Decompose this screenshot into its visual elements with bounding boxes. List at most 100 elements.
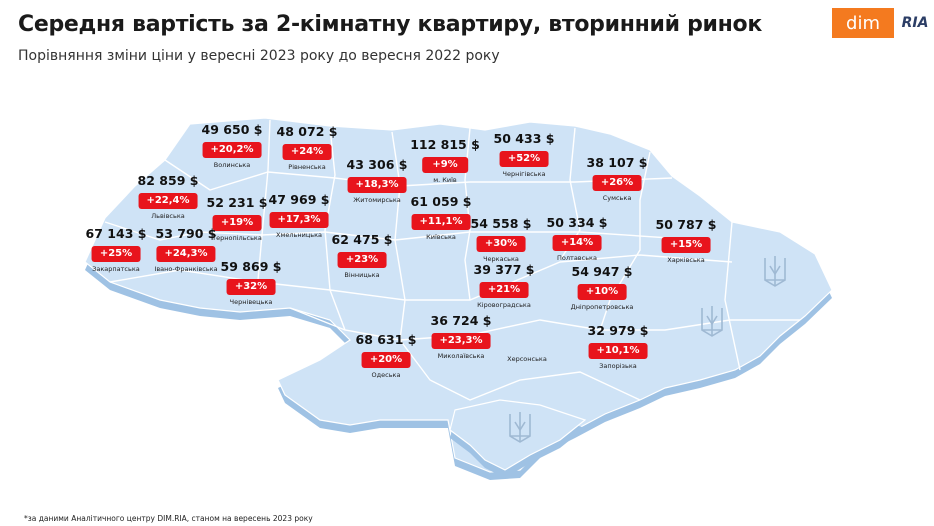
region-price: 50 787 $ <box>655 217 717 232</box>
region-name: Запорізька <box>599 362 637 370</box>
region-poltavska: 50 334 $ +14% Полтавська <box>547 215 608 262</box>
region-lvivska: 82 859 $ +22,4% Львівська <box>138 173 199 220</box>
region-price: 50 433 $ <box>493 131 555 146</box>
region-change-badge: +20% <box>361 352 411 368</box>
region-change-badge: +30% <box>476 236 526 252</box>
region-price: 43 306 $ <box>346 157 408 172</box>
region-name: Кіровоградська <box>477 301 531 309</box>
region-mykolaivska: 36 724 $ +23,3% Миколаївська <box>431 313 492 360</box>
chart-subtitle: Порівняння зміни ціни у вересні 2023 рок… <box>18 48 500 64</box>
region-rivnenska: 48 072 $ +24% Рівненська <box>277 124 338 171</box>
region-name: Вінницька <box>344 271 380 279</box>
region-name: Львівська <box>151 212 185 220</box>
region-change-badge: +15% <box>661 237 711 253</box>
region-name: Житомирська <box>353 196 401 204</box>
region-vinnytska: 62 475 $ +23% Вінницька <box>332 232 393 279</box>
region-name: м. Київ <box>433 176 457 184</box>
region-change-badge: +25% <box>91 246 141 262</box>
region-odeska: 68 631 $ +20% Одеська <box>356 332 417 379</box>
region-dnipropetrovska: 54 947 $ +10% Дніпропетровська <box>571 264 634 311</box>
trident-icon-crimea <box>509 412 531 443</box>
region-name: Одеська <box>371 371 401 379</box>
trident-icon-luhansk <box>764 256 786 287</box>
region-change-badge: +18,3% <box>347 177 407 193</box>
region-price: 68 631 $ <box>355 332 417 347</box>
logo-dim-text: dim <box>832 8 894 38</box>
region-zaporizka: 32 979 $ +10,1% Запорізька <box>588 323 649 370</box>
region-change-badge: +32% <box>226 279 276 295</box>
logo-ria-text: RIA <box>894 8 934 38</box>
region-price: 32 979 $ <box>587 323 649 338</box>
region-name: Тернопільська <box>212 234 262 242</box>
region-price: 59 869 $ <box>220 259 282 274</box>
region-name: Миколаївська <box>437 352 485 360</box>
region-kyiv-city: 112 815 $ +9% м. Київ <box>410 137 480 184</box>
region-price: 61 059 $ <box>410 194 472 209</box>
region-change-badge: +23,3% <box>431 333 491 349</box>
region-name: Дніпропетровська <box>570 303 634 311</box>
region-cherkaska: 54 558 $ +30% Черкаська <box>471 216 532 263</box>
region-name: Київська <box>426 233 456 241</box>
region-name: Рівненська <box>288 163 326 171</box>
region-name: Херсонська <box>507 355 547 363</box>
region-name: Полтавська <box>557 254 597 262</box>
region-price: 53 790 $ <box>155 226 217 241</box>
region-price: 38 107 $ <box>586 155 648 170</box>
region-kyivska: 61 059 $ +11,1% Київська <box>411 194 472 241</box>
region-khersonska: Херсонська <box>507 352 547 363</box>
region-chernivetska: 59 869 $ +32% Чернівецька <box>221 259 282 306</box>
region-change-badge: +26% <box>592 175 642 191</box>
region-change-badge: +17,3% <box>269 212 329 228</box>
region-price: 48 072 $ <box>276 124 338 139</box>
region-khmelnytska: 47 969 $ +17,3% Хмельницька <box>269 192 330 239</box>
region-name: Хмельницька <box>276 231 322 239</box>
region-name: Черкаська <box>483 255 519 263</box>
region-ternopilska: 52 231 $ +19% Тернопільська <box>207 195 268 242</box>
region-price: 50 334 $ <box>546 215 608 230</box>
region-name: Волинська <box>213 161 251 169</box>
region-change-badge: +19% <box>212 215 262 231</box>
region-name: Чернігівська <box>502 170 546 178</box>
region-change-badge: +10,1% <box>588 343 648 359</box>
region-price: 52 231 $ <box>206 195 268 210</box>
region-price: 67 143 $ <box>85 226 147 241</box>
region-change-badge: +20,2% <box>202 142 262 158</box>
region-price: 82 859 $ <box>137 173 199 188</box>
region-volynska: 49 650 $ +20,2% Волинська <box>202 122 263 169</box>
region-change-badge: +11,1% <box>411 214 471 230</box>
trident-icon-donetsk <box>701 306 723 337</box>
region-change-badge: +21% <box>479 282 529 298</box>
region-zakarpatska: 67 143 $ +25% Закарпатська <box>86 226 147 273</box>
crimea <box>449 399 587 478</box>
region-zhytomyrska: 43 306 $ +18,3% Житомирська <box>347 157 408 204</box>
region-change-badge: +23% <box>337 252 387 268</box>
region-name: Івано-Франківська <box>154 265 218 273</box>
region-ivano-frankivska: 53 790 $ +24,3% Івано-Франківська <box>154 226 217 273</box>
region-price: 36 724 $ <box>430 313 492 328</box>
footnote: *за даними Аналітичного центру DIM.RIA, … <box>24 514 313 523</box>
region-price: 112 815 $ <box>410 137 480 152</box>
region-kirovohradska: 39 377 $ +21% Кіровоградська <box>474 262 535 309</box>
region-change-badge: +22,4% <box>138 193 198 209</box>
region-change-badge: +24,3% <box>156 246 216 262</box>
region-price: 49 650 $ <box>201 122 263 137</box>
region-name: Сумська <box>602 194 632 202</box>
region-chernihivska: 50 433 $ +52% Чернігівська <box>494 131 555 178</box>
region-price: 47 969 $ <box>268 192 330 207</box>
region-sumska: 38 107 $ +26% Сумська <box>587 155 648 202</box>
region-price: 39 377 $ <box>473 262 535 277</box>
region-name: Чернівецька <box>229 298 273 306</box>
region-change-badge: +9% <box>422 157 468 173</box>
region-change-badge: +52% <box>499 151 549 167</box>
region-change-badge: +14% <box>552 235 602 251</box>
region-name: Харківська <box>667 256 705 264</box>
region-name: Закарпатська <box>92 265 140 273</box>
region-kharkivska: 50 787 $ +15% Харківська <box>656 217 717 264</box>
region-change-badge: +24% <box>282 144 332 160</box>
dimria-logo[interactable]: dim RIA <box>832 8 934 38</box>
region-price: 62 475 $ <box>331 232 393 247</box>
region-change-badge: +10% <box>577 284 627 300</box>
region-price: 54 947 $ <box>571 264 633 279</box>
chart-title: Середня вартість за 2-кімнатну квартиру,… <box>18 12 763 37</box>
region-price: 54 558 $ <box>470 216 532 231</box>
